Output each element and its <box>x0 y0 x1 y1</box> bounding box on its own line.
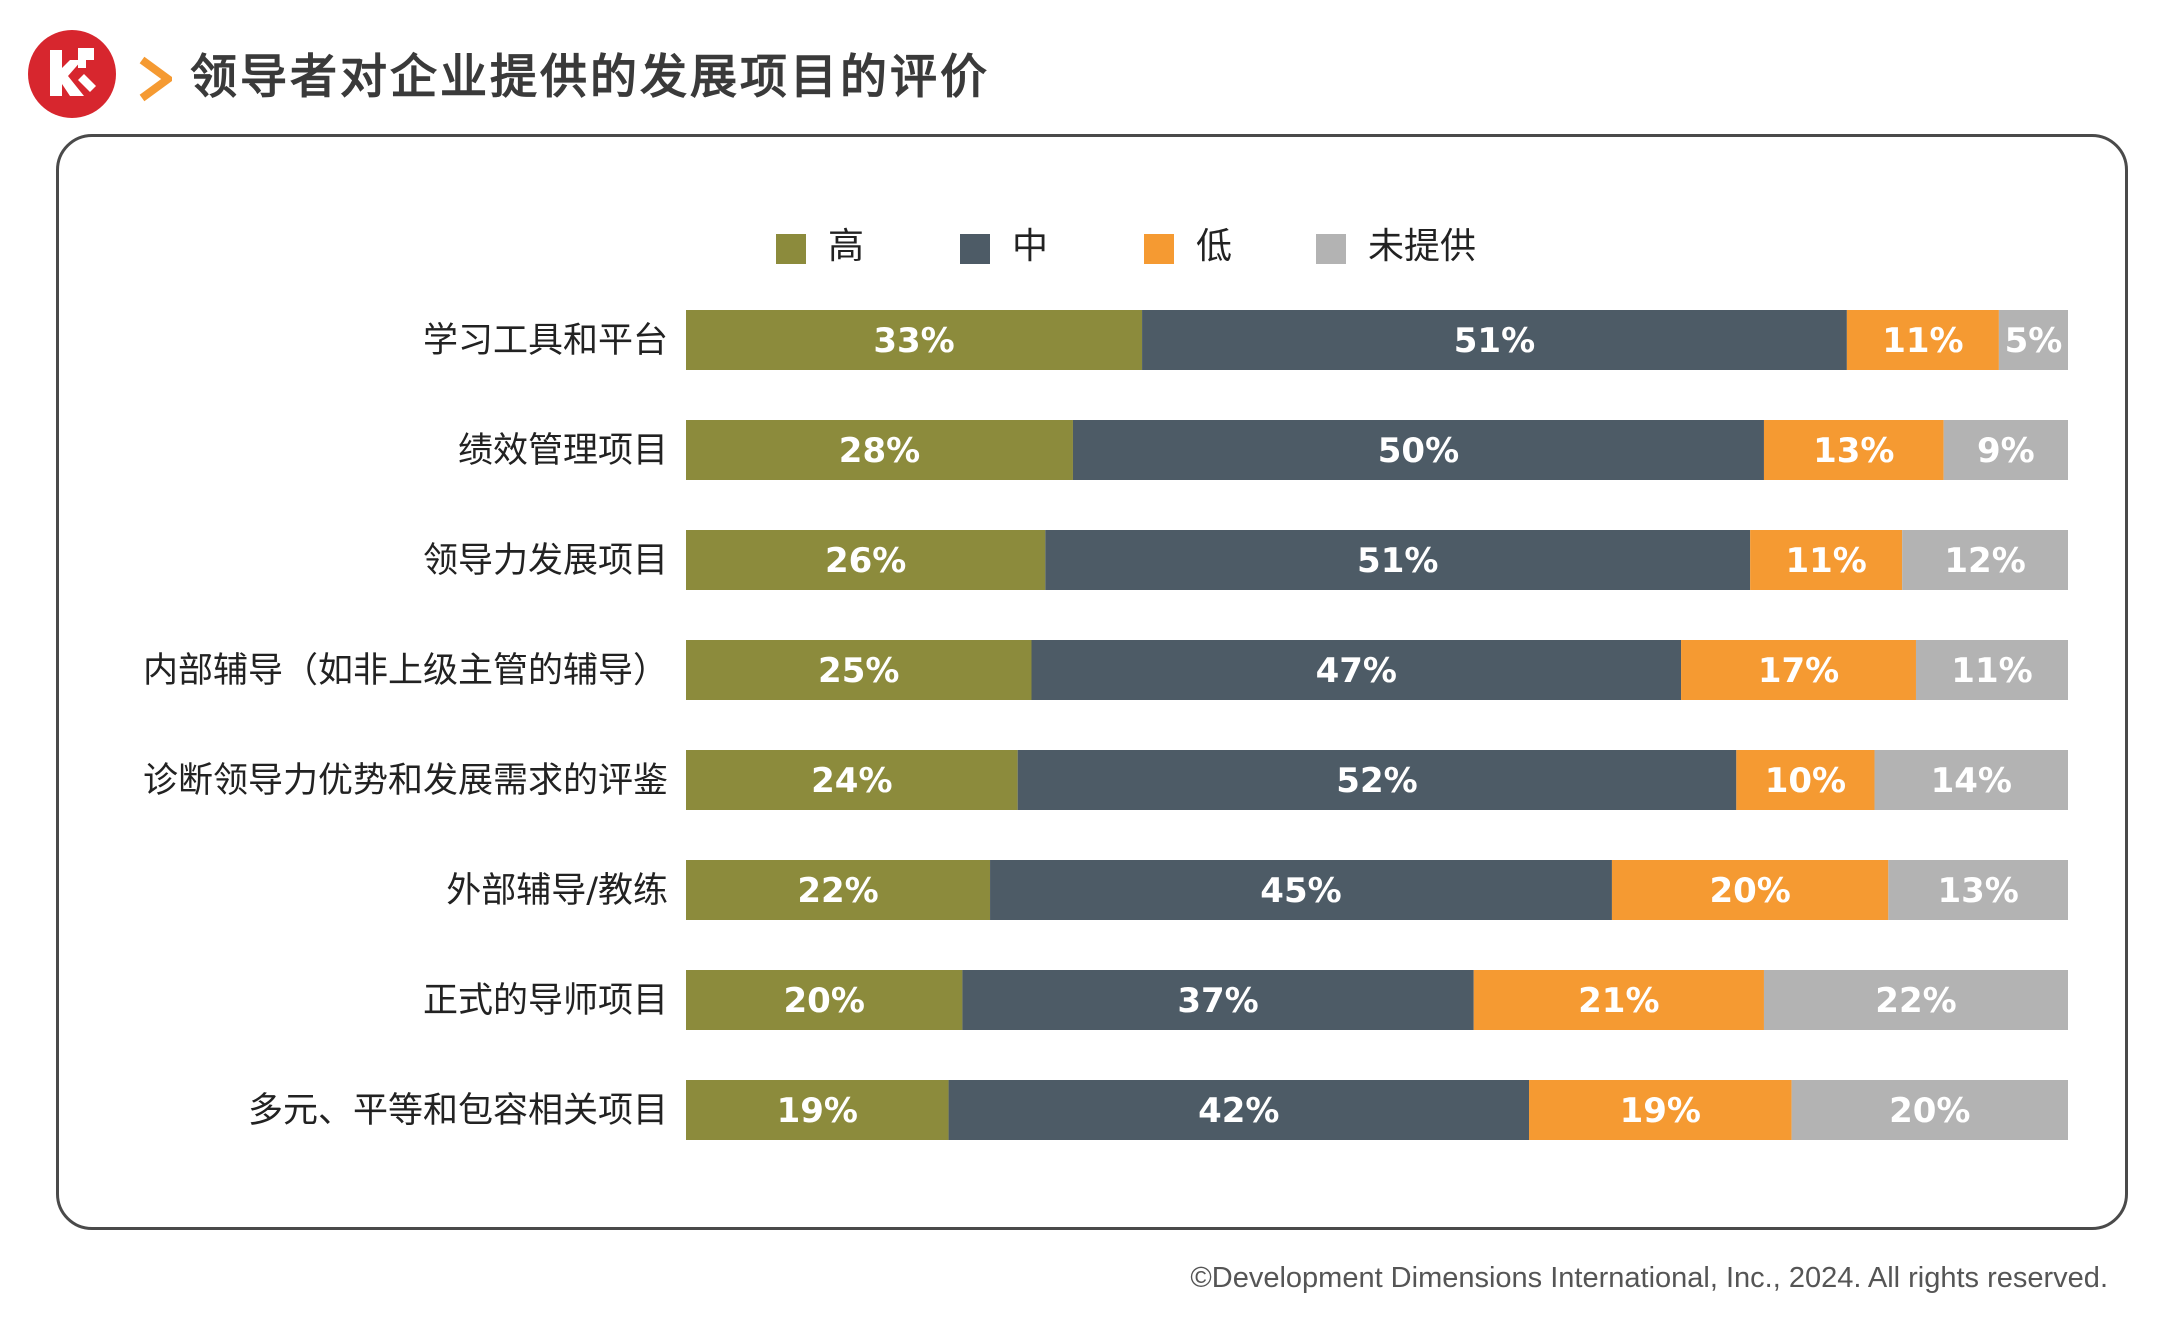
bar-segment-low <box>1750 530 1903 590</box>
data-label: 11% <box>1951 651 2032 691</box>
data-label: 11% <box>1785 541 1866 581</box>
bar-segment-medium <box>1045 530 1751 590</box>
bar-segment-high <box>686 860 991 920</box>
bar-segment-medium <box>1072 420 1764 480</box>
chart-panel <box>56 134 2128 1230</box>
legend-label-medium: 中 <box>1012 226 1049 267</box>
data-label: 9% <box>1977 431 2035 471</box>
bar-segment-not-offered <box>1998 310 2068 370</box>
bar-segment-low <box>1529 1080 1792 1140</box>
data-label: 14% <box>1931 761 2012 801</box>
chevron-right-icon <box>139 56 172 102</box>
data-label: 19% <box>777 1091 858 1131</box>
bar-segment-not-offered <box>1943 420 2068 480</box>
data-label: 20% <box>1889 1091 1970 1131</box>
legend-label-high: 高 <box>828 226 865 267</box>
data-label: 20% <box>784 981 865 1021</box>
data-label: 19% <box>1620 1091 1701 1131</box>
data-label: 22% <box>1875 981 1956 1021</box>
data-label: 21% <box>1578 981 1659 1021</box>
data-label: 51% <box>1357 541 1438 581</box>
bar-segment-high <box>686 310 1143 370</box>
category-label: 学习工具和平台 <box>423 321 668 361</box>
bar-segment-low <box>1473 970 1764 1030</box>
data-label: 45% <box>1260 871 1341 911</box>
bar-segment-medium <box>948 1080 1530 1140</box>
legend-label-low: 低 <box>1196 226 1233 267</box>
legend-swatch-not-offered <box>1316 234 1346 264</box>
data-label: 42% <box>1198 1091 1279 1131</box>
data-label: 33% <box>873 321 954 361</box>
data-label: 50% <box>1378 431 1459 471</box>
bar-segment-high <box>686 750 1018 810</box>
bar-segment-low <box>1736 750 1875 810</box>
category-label: 正式的导师项目 <box>423 981 668 1021</box>
category-label: 绩效管理项目 <box>458 431 668 471</box>
bar-segment-medium <box>1017 750 1737 810</box>
brand-logo-icon <box>28 30 116 118</box>
legend-swatch-low <box>1144 234 1174 264</box>
bar-segment-not-offered <box>1791 1080 2068 1140</box>
bar-segment-low <box>1611 860 1889 920</box>
bar-segment-not-offered <box>1763 970 2068 1030</box>
bar-segment-low <box>1681 640 1916 700</box>
data-label: 37% <box>1177 981 1258 1021</box>
data-label: 25% <box>818 651 899 691</box>
category-label: 诊断领导力优势和发展需求的评鉴 <box>143 761 668 801</box>
bar-segment-high <box>686 420 1073 480</box>
bar-segment-high <box>686 970 963 1030</box>
bar-segment-high <box>686 1080 949 1140</box>
data-label: 11% <box>1882 321 1963 361</box>
legend-swatch-high <box>776 234 806 264</box>
bar-segment-low <box>1763 420 1944 480</box>
data-label: 22% <box>797 871 878 911</box>
bar-segment-medium <box>990 860 1612 920</box>
data-label: 52% <box>1336 761 1417 801</box>
bar-segment-medium <box>1142 310 1847 370</box>
data-label: 13% <box>1813 431 1894 471</box>
data-label: 10% <box>1765 761 1846 801</box>
page-title: 领导者对企业提供的发展项目的评价 <box>190 50 990 105</box>
data-label: 51% <box>1454 321 1535 361</box>
data-label: 24% <box>811 761 892 801</box>
bar-segment-not-offered <box>1888 860 2068 920</box>
bar-segment-not-offered <box>1915 640 2068 700</box>
bar-segment-medium <box>962 970 1474 1030</box>
category-label: 内部辅导（如非上级主管的辅导） <box>143 651 668 691</box>
data-label: 26% <box>825 541 906 581</box>
legend-swatch-medium <box>960 234 990 264</box>
category-label: 外部辅导/教练 <box>446 871 668 911</box>
bar-segment-high <box>686 530 1046 590</box>
category-label: 领导力发展项目 <box>423 541 668 581</box>
data-label: 20% <box>1709 871 1790 911</box>
data-label: 47% <box>1316 651 1397 691</box>
data-label: 12% <box>1944 541 2025 581</box>
data-label: 13% <box>1937 871 2018 911</box>
bar-segment-medium <box>1031 640 1682 700</box>
bar-segment-low <box>1846 310 1999 370</box>
data-label: 28% <box>839 431 920 471</box>
data-label: 5% <box>2005 321 2063 361</box>
copyright-footer: ©Development Dimensions International, I… <box>1190 1262 2108 1294</box>
bar-segment-not-offered <box>1874 750 2068 810</box>
legend-label-not-offered: 未提供 <box>1368 226 1477 267</box>
bar-segment-high <box>686 640 1032 700</box>
category-label: 多元、平等和包容相关项目 <box>248 1091 668 1131</box>
bar-segment-not-offered <box>1902 530 2068 590</box>
data-label: 17% <box>1758 651 1839 691</box>
